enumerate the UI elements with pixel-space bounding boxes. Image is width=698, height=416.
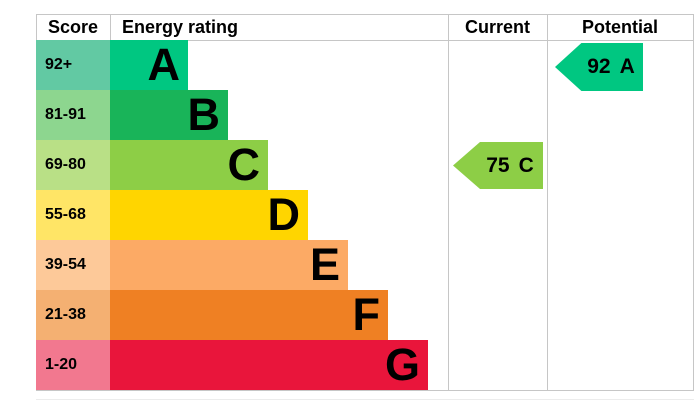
current-rating-value: 75 — [486, 153, 510, 177]
band-bar-a: A — [110, 40, 188, 90]
energy-rating-column-header: Energy rating — [122, 17, 239, 37]
band-bar-c: C — [110, 140, 268, 190]
score-range-a: 92+ — [36, 40, 110, 90]
score-range-f: 21-38 — [36, 290, 110, 340]
potential-rating-band: A — [619, 55, 635, 78]
current-column-divider — [448, 14, 449, 390]
band-letter-a: A — [147, 39, 181, 90]
current-rating-band: C — [518, 153, 534, 177]
table-bottom-border — [36, 390, 694, 391]
band-letter-b: B — [187, 89, 221, 140]
band-row-f: 21-38 F — [36, 290, 448, 340]
band-bar-g: G — [110, 340, 428, 390]
score-range-b: 81-91 — [36, 90, 110, 140]
band-bar-e: E — [110, 240, 348, 290]
potential-rating-marker: 92 A — [555, 43, 643, 91]
band-row-d: 55-68 D — [36, 190, 448, 240]
band-bar-d: D — [110, 190, 308, 240]
band-row-b: 81-91 B — [36, 90, 448, 140]
potential-column-divider — [547, 14, 548, 390]
band-row-g: 1-20 G — [36, 340, 448, 390]
table-top-border — [36, 14, 694, 15]
current-column-header: Current — [464, 17, 530, 37]
band-letter-g: G — [384, 339, 420, 390]
header-left-divider — [36, 14, 37, 40]
table-outer-border — [36, 399, 694, 400]
potential-rating-value: 92 — [587, 55, 611, 78]
score-range-e: 39-54 — [36, 240, 110, 290]
table-right-border — [693, 14, 694, 390]
score-column-header: Score — [47, 17, 99, 37]
band-bar-b: B — [110, 90, 228, 140]
band-bar-f: F — [110, 290, 388, 340]
current-rating-marker: 75 C — [453, 142, 543, 189]
band-letter-e: E — [309, 239, 340, 290]
band-row-c: 69-80 C — [36, 140, 448, 190]
score-range-d: 55-68 — [36, 190, 110, 240]
header-bottom-border — [36, 40, 694, 41]
score-range-g: 1-20 — [36, 340, 110, 390]
band-letter-c: C — [227, 139, 261, 190]
band-rows: 92+ A 81-91 B 69-80 C 55-68 D 39-54 — [36, 40, 448, 390]
score-range-c: 69-80 — [36, 140, 110, 190]
score-column-divider — [110, 14, 111, 40]
band-row-e: 39-54 E — [36, 240, 448, 290]
potential-column-header: Potential — [581, 17, 658, 37]
band-letter-f: F — [352, 289, 381, 340]
band-letter-d: D — [267, 189, 301, 240]
band-row-a: 92+ A — [36, 40, 448, 90]
